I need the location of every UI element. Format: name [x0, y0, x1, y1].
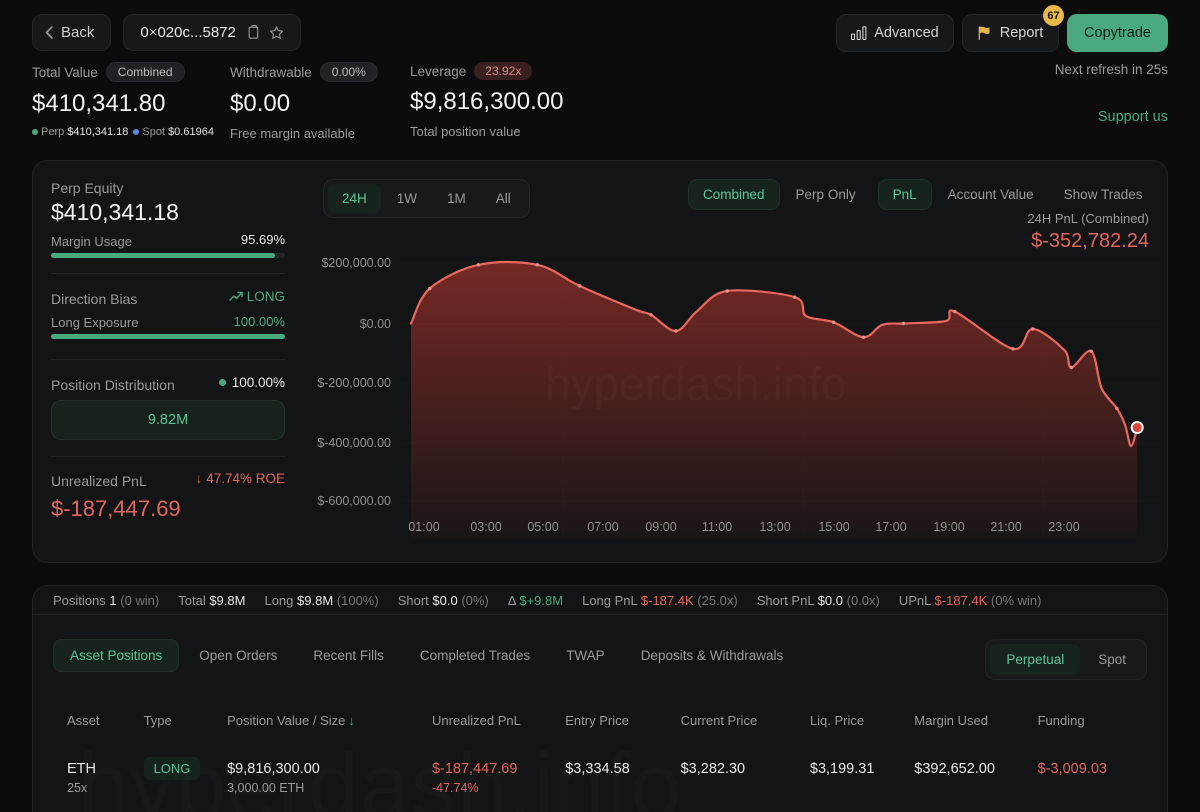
svg-text:09:00: 09:00: [645, 520, 676, 534]
svg-text:19:00: 19:00: [933, 520, 964, 534]
svg-text:$-600,000.00: $-600,000.00: [317, 494, 391, 508]
svg-text:07:00: 07:00: [587, 520, 618, 534]
svg-text:05:00: 05:00: [527, 520, 558, 534]
svg-text:$-400,000.00: $-400,000.00: [317, 436, 391, 450]
svg-text:$-200,000.00: $-200,000.00: [317, 376, 391, 390]
svg-text:03:00: 03:00: [470, 520, 501, 534]
svg-text:21:00: 21:00: [990, 520, 1021, 534]
svg-text:15:00: 15:00: [818, 520, 849, 534]
svg-text:$200,000.00: $200,000.00: [321, 256, 391, 270]
svg-text:11:00: 11:00: [702, 520, 732, 534]
svg-text:01:00: 01:00: [408, 520, 439, 534]
svg-text:13:00: 13:00: [759, 520, 790, 534]
svg-text:17:00: 17:00: [875, 520, 906, 534]
svg-text:$0.00: $0.00: [360, 317, 391, 331]
svg-text:23:00: 23:00: [1048, 520, 1079, 534]
